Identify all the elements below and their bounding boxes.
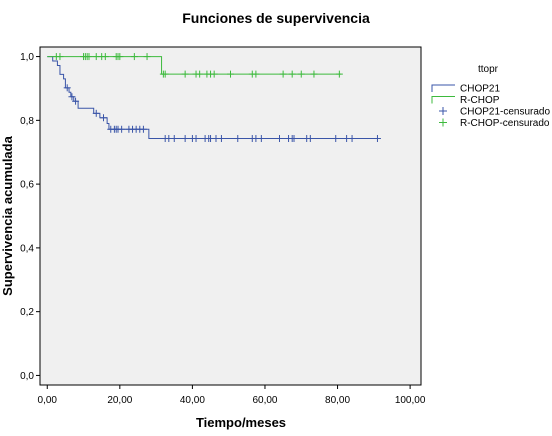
censor-mark-chop21 [170,135,178,143]
censor-mark-r-chop [279,70,287,78]
censor-mark-chop21 [72,97,80,105]
censor-mark-chop21 [63,84,71,92]
censor-mark-chop21 [68,93,76,101]
legend-line-swatch [431,96,455,104]
censor-mark-r-chop [335,70,343,78]
legend-label: CHOP21 [460,84,500,95]
legend-entry: CHOP21 [431,84,500,95]
legend-label: R-CHOP [460,95,500,106]
censor-mark-chop21 [332,135,340,143]
y-tick-label: 0,4 [20,243,34,254]
chart-title: Funciones de supervivencia [182,10,370,26]
censor-mark-r-chop [181,70,189,78]
censor-mark-r-chop [143,53,151,61]
censor-mark-chop21 [290,135,298,143]
censor-mark-chop21 [306,135,314,143]
legend: ttopr CHOP21R-CHOPCHOP21-censuradoR-CHOP… [431,64,550,129]
x-tick-label: 60,00 [252,395,277,406]
censor-mark-chop21 [217,135,225,143]
censor-mark-r-chop [252,70,260,78]
censor-mark-r-chop [130,53,138,61]
censor-mark-chop21 [100,114,107,122]
x-tick-label: 40,00 [180,395,205,406]
censor-mark-r-chop [85,53,93,61]
censor-mark-chop21 [348,135,356,143]
censor-mark-r-chop [56,53,64,61]
censor-mark-chop21 [192,135,200,143]
censor-mark-chop21 [118,125,126,133]
x-tick-label: 100,00 [395,395,426,406]
x-axis-label: Tiempo/meses [196,415,286,430]
y-tick-label: 0,8 [20,116,34,127]
y-tick-label: 0,6 [20,180,34,191]
x-tick-label: 0,00 [38,395,58,406]
censor-mark-r-chop [101,53,109,61]
censor-mark-chop21 [139,125,147,133]
y-tick-label: 0,2 [20,307,34,318]
legend-entry: R-CHOP-censurado [439,118,550,129]
censor-mark-chop21 [373,135,381,143]
censor-mark-r-chop [161,70,169,78]
legend-label: CHOP21-censurado [460,107,550,118]
censor-mark-r-chop [227,70,234,78]
censor-mark-r-chop [297,70,305,78]
censor-mark-chop21 [92,109,100,117]
censor-mark-r-chop [210,70,218,78]
censor-mark-r-chop [116,53,124,61]
censor-mark-chop21 [181,135,189,143]
legend-line-swatch [431,84,455,92]
x-tick-label: 20,00 [107,395,132,406]
legend-entry: R-CHOP [431,95,500,106]
censor-mark-r-chop [196,70,204,78]
legend-entry: CHOP21-censurado [439,107,550,118]
y-axis-label: Supervivencia acumulada [0,135,15,295]
censor-mark-chop21 [257,135,265,143]
y-tick-label: 0,0 [20,371,34,382]
legend-title: ttopr [478,64,499,75]
censor-mark-r-chop [310,70,318,78]
y-tick-label: 1,0 [20,52,34,63]
plot-area [39,46,422,386]
censor-mark-chop21 [234,135,242,143]
censor-mark-chop21 [275,135,283,143]
censor-mark-r-chop [288,70,296,78]
x-tick-label: 80,00 [325,395,350,406]
legend-label: R-CHOP-censurado [460,118,550,129]
